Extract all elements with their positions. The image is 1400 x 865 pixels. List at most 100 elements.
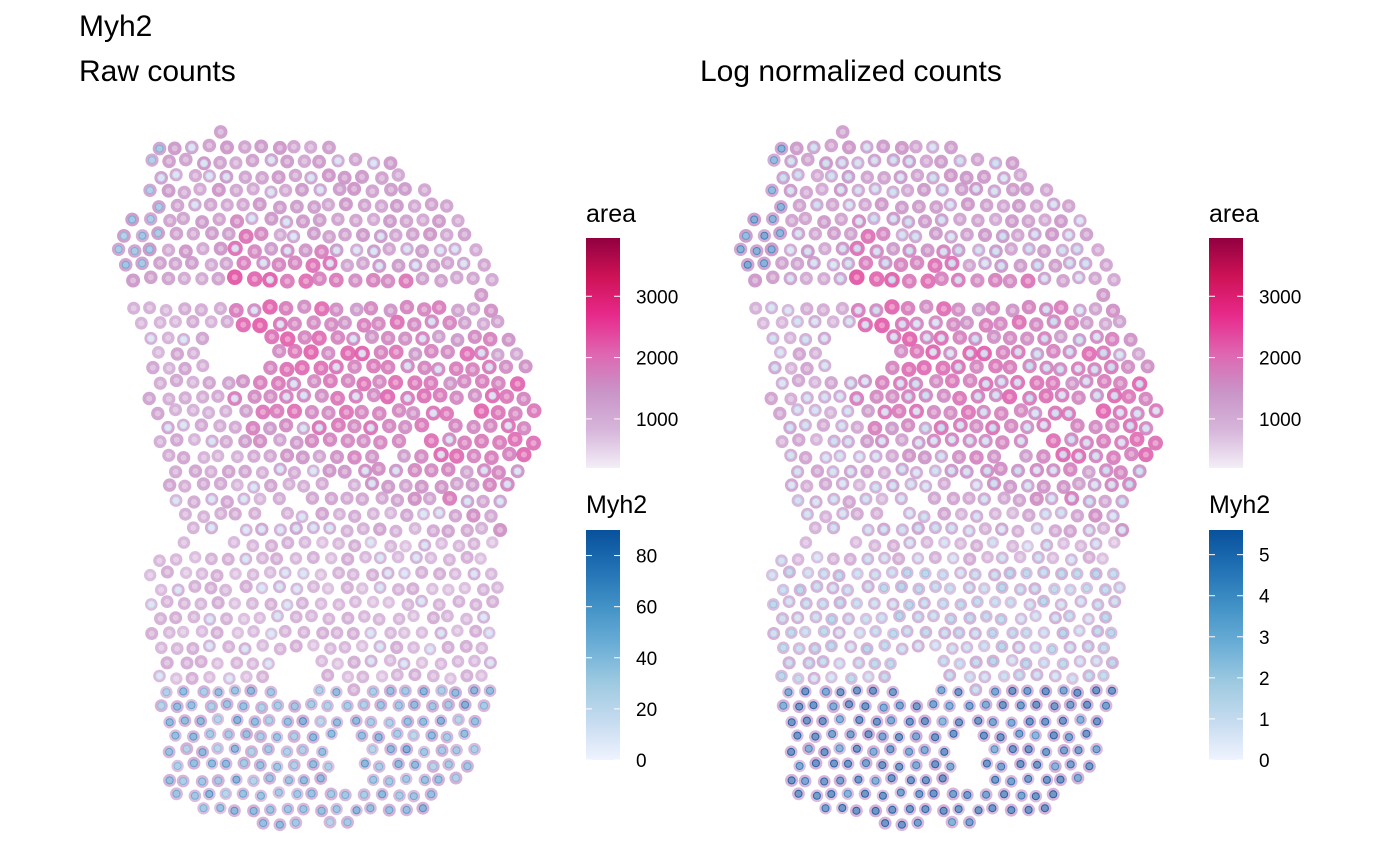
spot-area xyxy=(1088,271,1102,285)
spot-myh2 xyxy=(981,379,990,388)
spot-center xyxy=(1018,615,1025,622)
spot-center xyxy=(862,201,869,208)
spot-myh2 xyxy=(385,777,394,786)
spot-myh2 xyxy=(929,173,937,182)
spot-area xyxy=(407,463,422,478)
spot-myh2 xyxy=(801,687,810,696)
spot-area xyxy=(902,448,917,463)
spot-center xyxy=(326,467,333,474)
spot-center xyxy=(283,422,290,429)
spot-center xyxy=(999,233,1006,240)
spot-center xyxy=(1100,292,1107,298)
spot-myh2 xyxy=(222,759,230,768)
spot-area xyxy=(1095,403,1112,419)
spot-myh2 xyxy=(420,775,429,784)
spot-center xyxy=(1060,484,1067,490)
spot-center xyxy=(256,614,263,621)
spot-center xyxy=(1051,703,1058,710)
legend-tick-label-myh2: 0 xyxy=(1259,751,1270,772)
spot-center xyxy=(896,734,902,741)
spot-center xyxy=(947,763,954,770)
spot-center xyxy=(890,601,896,608)
spot-area xyxy=(329,302,344,317)
spot-center xyxy=(1031,585,1038,592)
spot-center xyxy=(921,600,928,607)
spot-center xyxy=(930,437,937,444)
spot-myh2 xyxy=(1056,775,1065,784)
spot-myh2 xyxy=(155,144,164,153)
spot-myh2 xyxy=(1007,777,1016,786)
spot-myh2 xyxy=(809,143,818,152)
spot-area xyxy=(163,626,176,639)
spot-myh2 xyxy=(954,805,963,814)
spot-center xyxy=(224,202,231,208)
spot-area xyxy=(457,374,472,389)
spot-center xyxy=(234,218,240,225)
spot-area xyxy=(936,388,951,403)
spot-center xyxy=(352,277,359,284)
spot-myh2 xyxy=(485,363,494,371)
spot-myh2 xyxy=(981,437,990,445)
spot-myh2 xyxy=(803,510,812,519)
spot-center xyxy=(472,628,479,635)
spot-area xyxy=(375,491,389,505)
spot-area xyxy=(176,211,190,226)
spot-myh2 xyxy=(1075,336,1084,344)
spot-center xyxy=(873,248,880,255)
spot-center xyxy=(232,424,239,431)
spot-center xyxy=(1041,275,1048,282)
spot-area xyxy=(775,435,789,449)
spot-myh2 xyxy=(981,259,989,268)
spot-center xyxy=(1111,276,1117,283)
spot-myh2 xyxy=(189,732,198,741)
spot-area xyxy=(307,226,321,241)
spot-center xyxy=(217,159,224,166)
spot-center xyxy=(421,306,428,313)
spot-center xyxy=(938,335,945,342)
spot-myh2 xyxy=(274,788,283,797)
spot-center xyxy=(1109,336,1116,343)
spot-area xyxy=(195,625,209,638)
spot-center xyxy=(846,144,852,151)
spot-myh2 xyxy=(351,392,360,401)
spot-myh2 xyxy=(1090,365,1099,374)
spot-center xyxy=(299,364,306,371)
spot-myh2 xyxy=(1125,480,1134,489)
spot-myh2 xyxy=(323,701,332,710)
spot-myh2 xyxy=(779,585,788,594)
spot-center xyxy=(855,659,862,666)
spot-center xyxy=(1059,392,1066,399)
spot-area xyxy=(875,375,890,390)
spot-center xyxy=(957,569,964,576)
spot-center xyxy=(377,584,384,591)
spot-center xyxy=(1017,702,1024,709)
spot-center xyxy=(471,746,478,753)
spot-center xyxy=(328,730,335,737)
spot-center xyxy=(387,160,394,167)
spot-myh2 xyxy=(119,231,128,240)
spot-area xyxy=(1098,494,1112,509)
spot-myh2 xyxy=(946,200,955,209)
spot-area xyxy=(970,152,985,167)
spot-center xyxy=(386,422,393,429)
spot-center xyxy=(419,275,426,282)
spot-center xyxy=(972,630,979,637)
spot-center xyxy=(1000,203,1007,210)
spot-area xyxy=(371,316,386,331)
spot-center xyxy=(803,275,810,282)
spot-center xyxy=(872,807,879,814)
spot-center xyxy=(266,775,273,782)
spot-myh2 xyxy=(945,671,954,680)
spot-area xyxy=(1038,388,1054,404)
spot-center xyxy=(950,730,957,737)
spot-area xyxy=(185,256,199,270)
spot-myh2 xyxy=(997,762,1006,771)
spot-area xyxy=(860,434,874,449)
spot-area xyxy=(426,524,440,538)
spot-center xyxy=(742,232,749,239)
spot-area xyxy=(238,140,252,154)
spot-center xyxy=(922,629,929,636)
spot-myh2 xyxy=(1076,657,1084,666)
spot-area xyxy=(179,566,193,579)
spot-center xyxy=(376,262,383,269)
